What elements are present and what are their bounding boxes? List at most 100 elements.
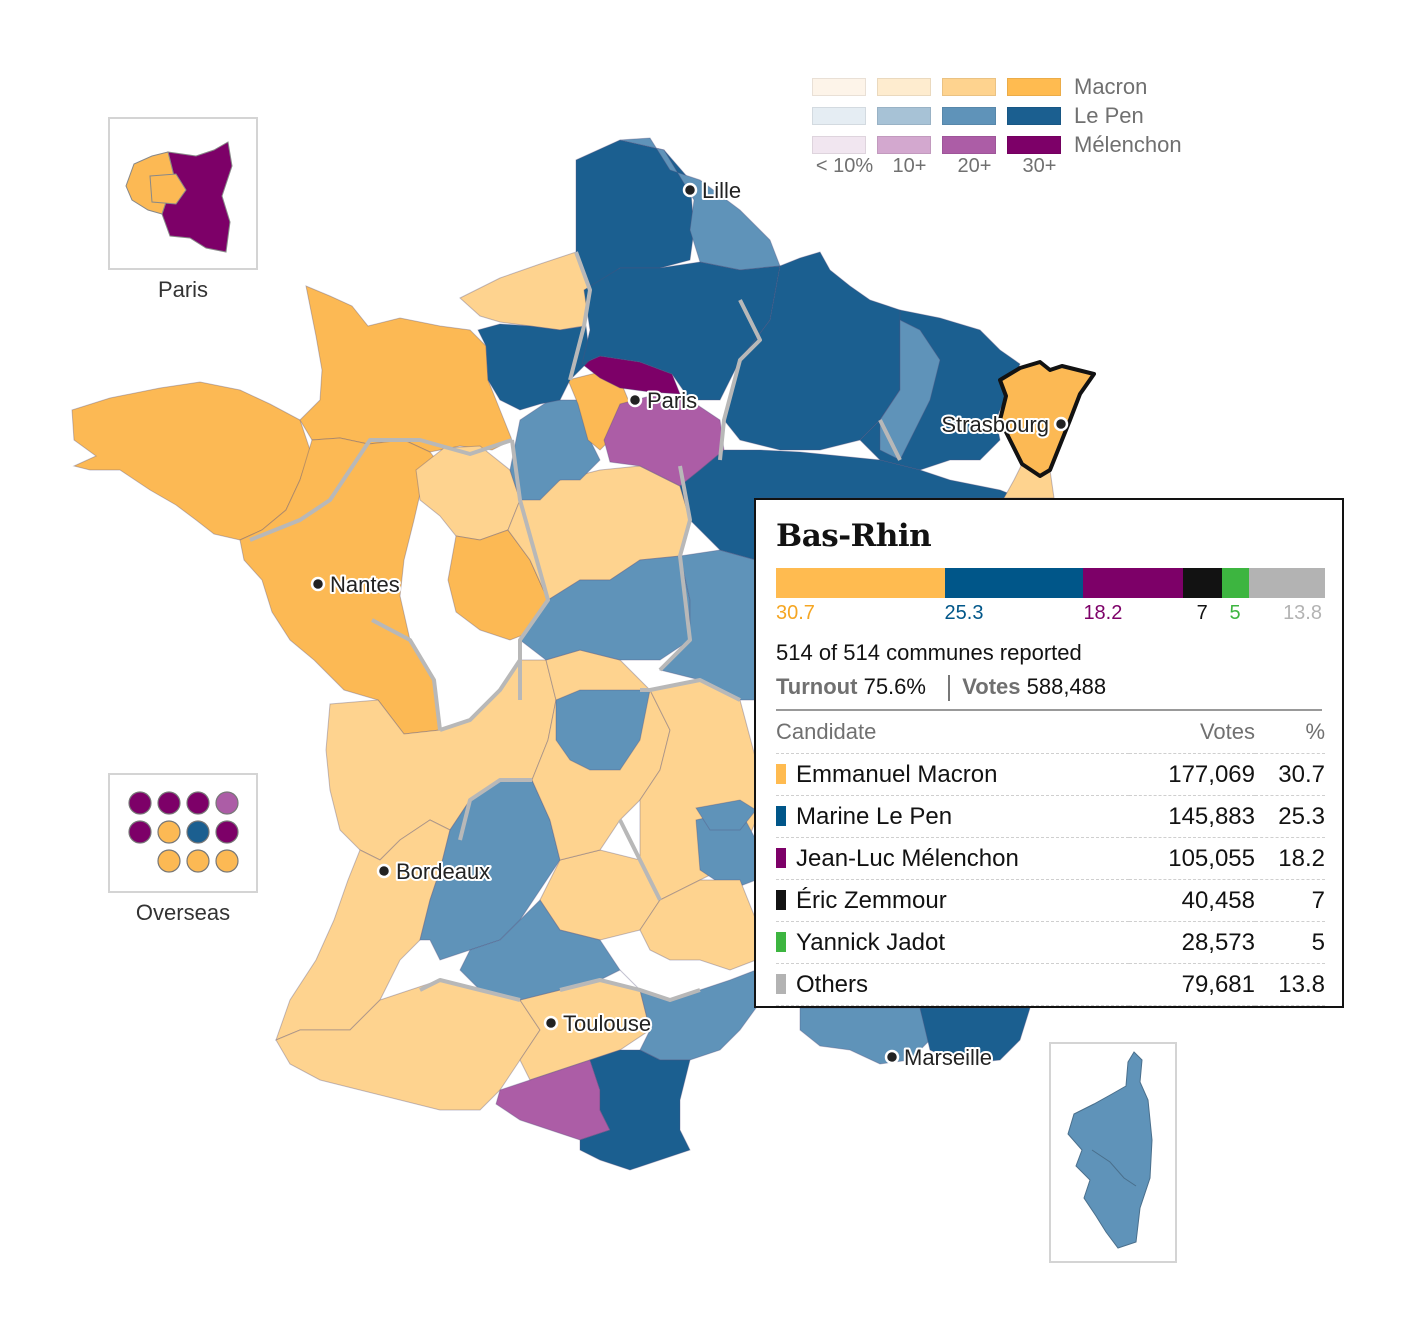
- candidate-name: Jean-Luc Mélenchon: [796, 844, 1019, 872]
- region-upper-normandy[interactable]: [459, 251, 591, 331]
- candidate-votes: 145,883: [1128, 795, 1255, 839]
- city-label: Bordeaux: [396, 859, 490, 884]
- map-legend: Macron Le Pen Mélenchon < 10% 10+ 20+ 30…: [812, 72, 1182, 178]
- region-tooltip: Bas-Rhin 30.7 25.3 18.2 7 5 13.8 514 of 514 c…: [754, 498, 1344, 1008]
- candidate-name-cell: Emmanuel Macron: [776, 753, 1129, 797]
- city-label: Lille: [702, 178, 741, 203]
- legend-tick: 20+: [957, 155, 992, 177]
- candidate-percent: 7: [1255, 879, 1325, 923]
- candidate-votes: 177,069: [1128, 753, 1255, 797]
- region-burgundy-south[interactable]: [555, 689, 651, 771]
- city-marker[interactable]: Marseille: [884, 1043, 994, 1072]
- overseas-territory[interactable]: [215, 791, 239, 815]
- overseas-inset-label: Overseas: [136, 900, 230, 925]
- city-marker[interactable]: Lille: [682, 176, 743, 205]
- results-row: Emmanuel Macron 177,069 30.7: [776, 753, 1325, 797]
- candidate-color-swatch: [776, 889, 786, 910]
- city-marker[interactable]: Paris: [627, 386, 699, 415]
- turnout-label: Turnout: [776, 674, 858, 699]
- candidate-color-swatch: [776, 805, 786, 826]
- vote-share-label: 18.2: [1083, 602, 1123, 624]
- city-label: Strasbourg: [941, 412, 1049, 437]
- vote-share-segment: [776, 568, 945, 598]
- candidate-name-cell: Jean-Luc Mélenchon: [776, 837, 1129, 881]
- legend-row: Le Pen: [812, 101, 1182, 130]
- vote-share-segment: [944, 568, 1084, 598]
- candidate-percent: 25.3: [1255, 795, 1325, 839]
- legend-candidate-name: Macron: [1074, 73, 1148, 99]
- legend-candidate-name: Le Pen: [1074, 102, 1144, 128]
- paris-inset[interactable]: Paris: [108, 117, 258, 302]
- legend-row: Mélenchon: [812, 130, 1182, 159]
- overseas-territory[interactable]: [186, 849, 210, 873]
- stats-separator: [948, 675, 951, 702]
- city-marker[interactable]: Toulouse: [543, 1009, 653, 1038]
- overseas-inset[interactable]: Overseas: [108, 773, 258, 925]
- region-picardy[interactable]: [581, 261, 781, 401]
- results-row: Yannick Jadot 28,573 5: [776, 921, 1325, 965]
- results-row: Marine Le Pen 145,883 25.3: [776, 795, 1325, 839]
- vote-share-label: 30.7: [776, 602, 815, 624]
- candidate-votes: 105,055: [1128, 837, 1255, 881]
- candidate-name-cell: Yannick Jadot: [776, 921, 1129, 965]
- region-calvados[interactable]: [477, 323, 591, 411]
- legend-swatch: [1007, 135, 1061, 154]
- city-marker[interactable]: Nantes: [310, 570, 402, 599]
- legend-swatch: [812, 106, 866, 125]
- votes-value: 588,488: [1026, 674, 1107, 699]
- candidate-name-cell: Éric Zemmour: [776, 879, 1129, 923]
- overseas-territory[interactable]: [215, 820, 239, 844]
- overseas-territory[interactable]: [186, 820, 210, 844]
- city-label: Paris: [647, 388, 697, 413]
- reporting-status: 514 of 514 communes reported: [776, 640, 1082, 665]
- region-val-d-oise[interactable]: [581, 355, 681, 395]
- region-brittany[interactable]: [71, 381, 311, 541]
- votes-label: Votes: [962, 674, 1021, 699]
- overseas-territory[interactable]: [157, 849, 181, 873]
- results-row: Jean-Luc Mélenchon 105,055 18.2: [776, 837, 1325, 881]
- turnout-stats: Turnout 75.6% Votes 588,488: [776, 674, 1322, 712]
- vote-share-segment: [1221, 568, 1250, 598]
- overseas-territory[interactable]: [215, 849, 239, 873]
- region-var[interactable]: [919, 1007, 1031, 1065]
- region-centre-west[interactable]: [415, 445, 521, 541]
- region-pays-de-la-loire[interactable]: [239, 437, 445, 735]
- legend-swatch: [942, 106, 996, 125]
- corsica-region[interactable]: [1067, 1051, 1153, 1249]
- results-row: Others 79,681 13.8: [776, 963, 1325, 1007]
- candidate-percent: 30.7: [1255, 753, 1325, 797]
- legend-swatch: [942, 77, 996, 96]
- overseas-territory[interactable]: [186, 791, 210, 815]
- overseas-territory[interactable]: [128, 820, 152, 844]
- legend-ticks: < 10% 10+ 20+ 30+: [812, 155, 1182, 178]
- city-marker[interactable]: Bordeaux: [376, 857, 492, 886]
- vote-share-label: 13.8: [1283, 602, 1322, 624]
- region-ariege[interactable]: [495, 1059, 611, 1141]
- candidate-percent: 5: [1255, 921, 1325, 965]
- legend-swatch: [1007, 77, 1061, 96]
- candidate-color-swatch: [776, 931, 786, 952]
- corsica-inset[interactable]: [1049, 1042, 1177, 1263]
- vote-share-bar: [776, 568, 1325, 598]
- candidate-color-swatch: [776, 763, 786, 784]
- overseas-territory[interactable]: [157, 791, 181, 815]
- column-header-candidate: Candidate: [776, 711, 1129, 755]
- overseas-territory[interactable]: [128, 791, 152, 815]
- vote-share-label: 25.3: [944, 602, 984, 624]
- candidate-name: Emmanuel Macron: [796, 760, 998, 788]
- region-gironde[interactable]: [275, 819, 451, 1041]
- candidate-name-cell: Others: [776, 963, 1129, 1007]
- overseas-territory[interactable]: [157, 820, 181, 844]
- vote-share-label: 5: [1229, 602, 1241, 624]
- candidate-votes: 28,573: [1128, 921, 1255, 965]
- region-normandy-west[interactable]: [299, 285, 513, 453]
- region-bouches-du-rhone[interactable]: [799, 1007, 931, 1065]
- paris-inset-center[interactable]: [149, 173, 187, 205]
- region-herault-aude[interactable]: [579, 1049, 691, 1171]
- city-marker[interactable]: Strasbourg: [939, 410, 1069, 439]
- candidate-color-swatch: [776, 847, 786, 868]
- candidate-name: Yannick Jadot: [796, 928, 945, 956]
- region-doubs-blue[interactable]: [695, 799, 757, 831]
- column-header-percent: %: [1255, 711, 1325, 755]
